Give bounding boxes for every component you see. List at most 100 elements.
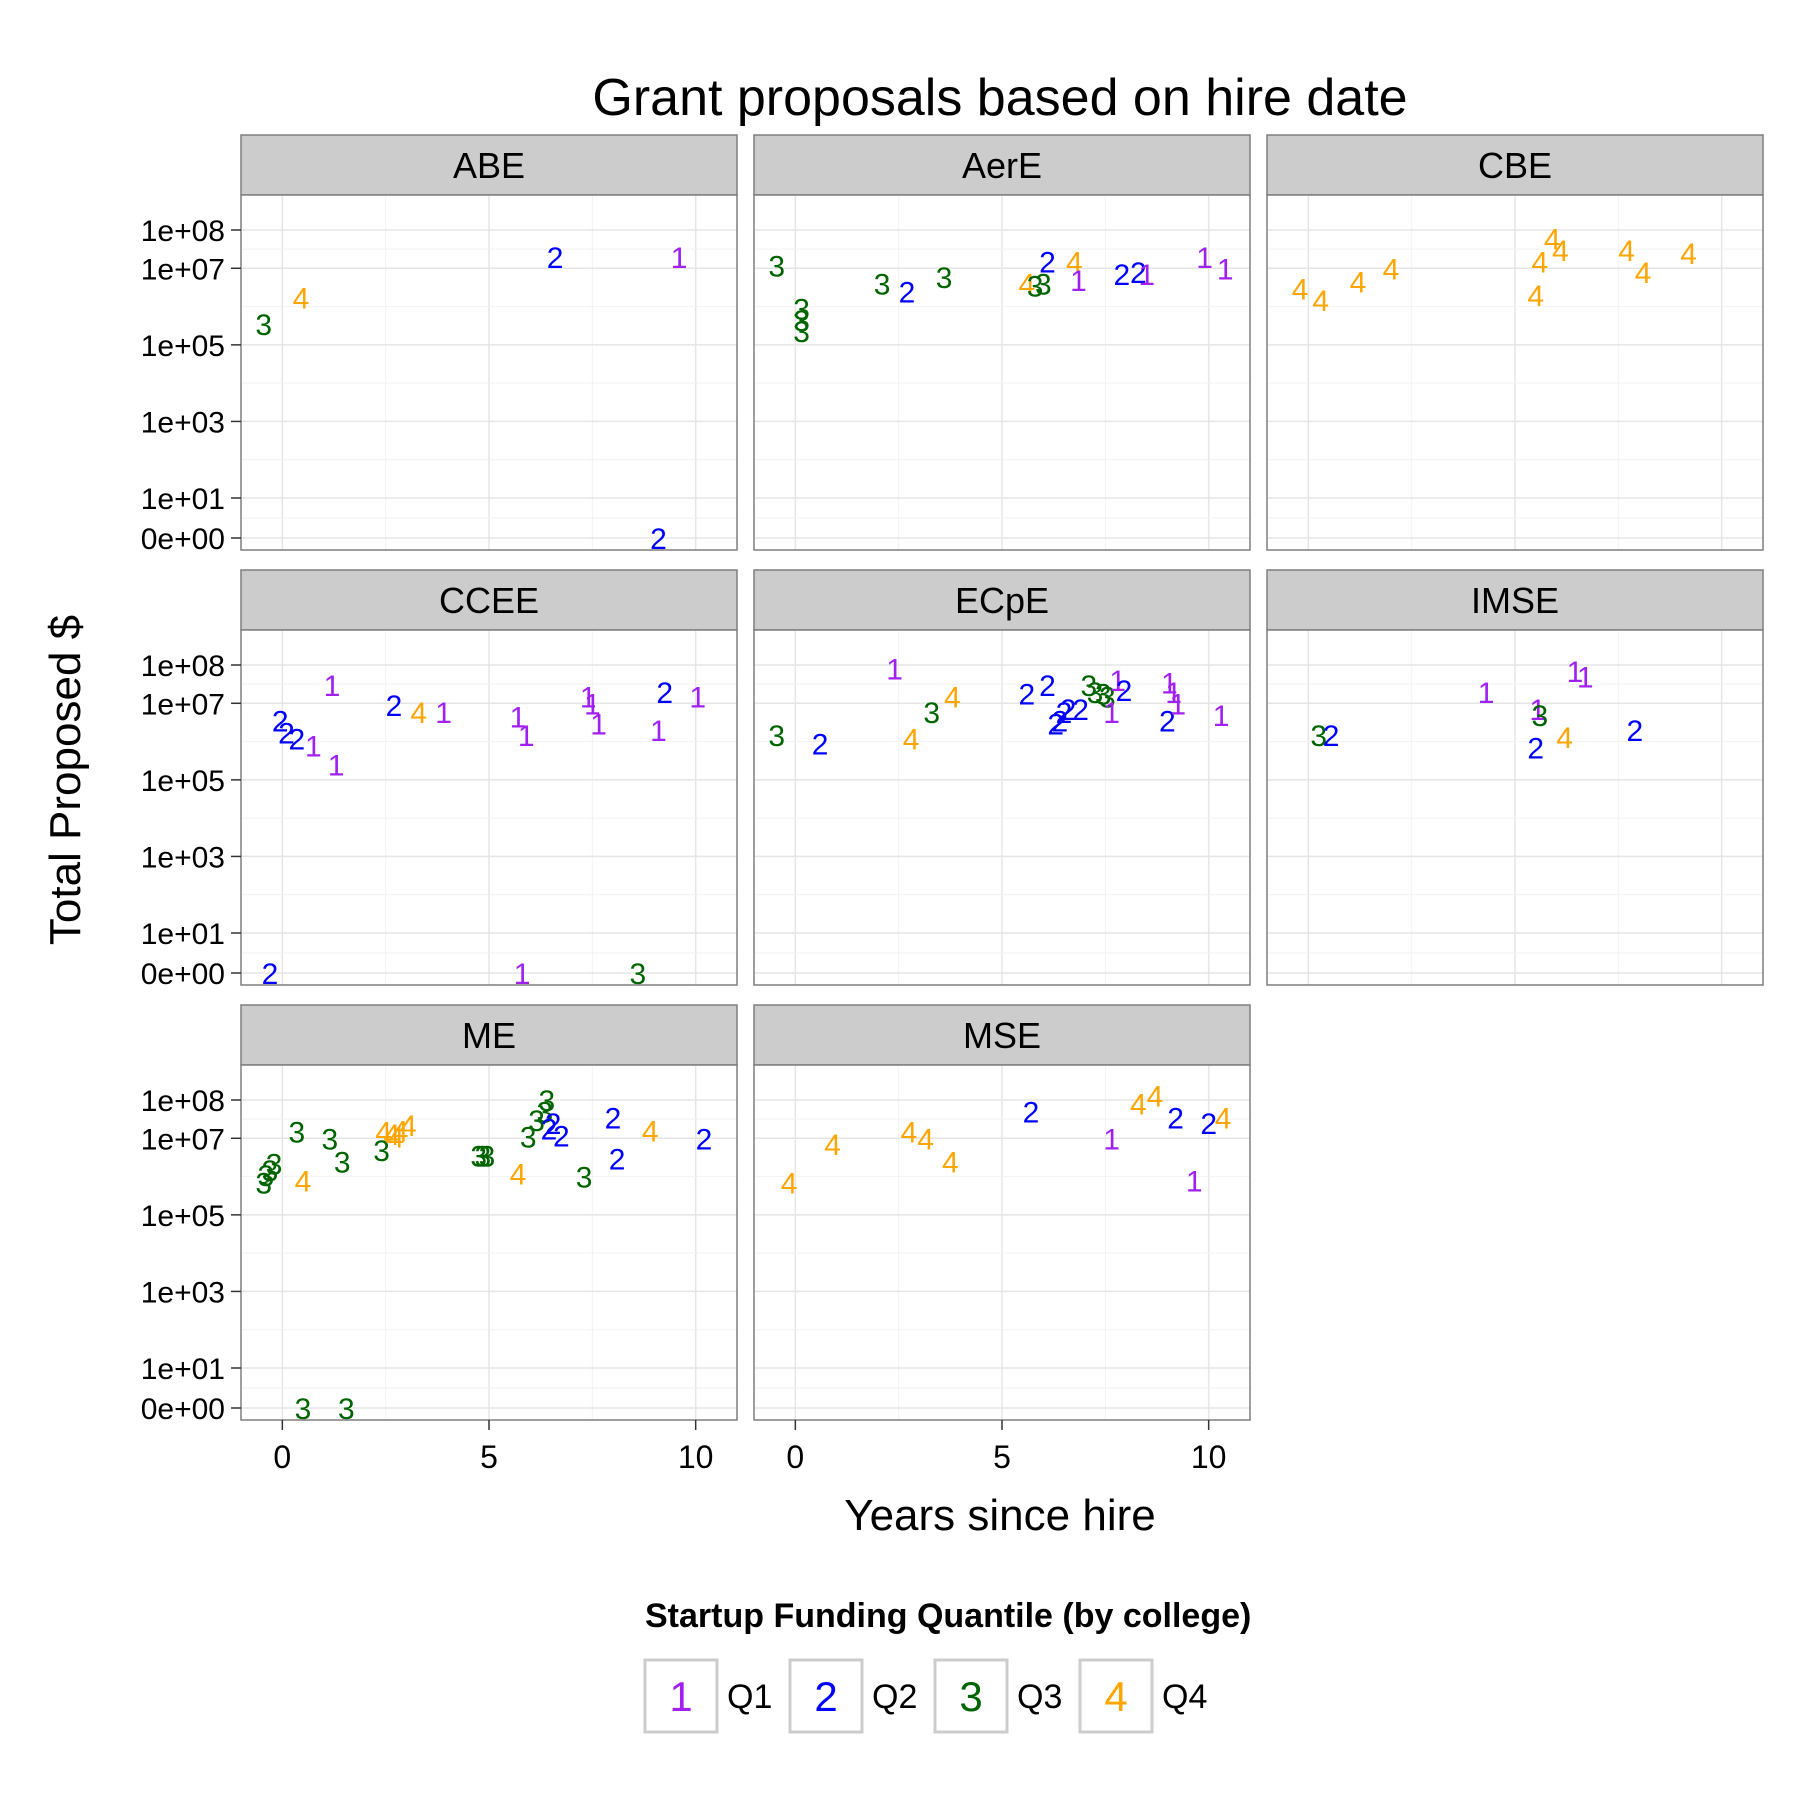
data-point-q4: 4 <box>388 1122 405 1155</box>
legend-key-glyph: 2 <box>814 1673 837 1720</box>
data-point-q3: 3 <box>1080 670 1097 703</box>
x-tick-label: 0 <box>786 1439 804 1475</box>
y-tick-label: 1e+01 <box>141 483 225 516</box>
legend-item-q2: 2 Q2 <box>788 1658 917 1734</box>
data-point-q1: 1 <box>689 682 706 715</box>
data-point-q2: 2 <box>812 728 829 761</box>
data-point-q2: 2 <box>541 1114 558 1147</box>
data-point-q4: 4 <box>400 1110 417 1143</box>
panel-border <box>240 194 738 551</box>
data-point-q4: 4 <box>1312 285 1329 318</box>
data-point-q4: 4 <box>1527 280 1544 313</box>
panel-abe: ABE 2 1 34 2 0e+00 1e+01 1e+03 1e+05 1e+07 1e+08 <box>141 134 738 556</box>
legend-key-box <box>643 1658 719 1734</box>
data-point-q3: 3 <box>255 1168 272 1201</box>
data-point-q3: 3 <box>874 269 891 302</box>
data-point-q3: 3 <box>1099 682 1116 715</box>
data-point-q4: 4 <box>1383 253 1400 286</box>
data-point-q4: 4 <box>1215 1102 1232 1135</box>
legend-items: 1 Q1 2 Q2 3 Q3 4 Q4 <box>643 1658 1207 1734</box>
chart-title: Grant proposals based on hire date <box>592 69 1407 127</box>
data-point-q2: 2 <box>288 724 305 757</box>
panel-border <box>240 629 738 986</box>
y-tick-label: 1e+03 <box>141 406 225 439</box>
data-point-q1: 1 <box>584 688 601 721</box>
data-points: 2 1 34 2 <box>255 242 687 556</box>
data-point-q3: 3 <box>1035 269 1052 302</box>
legend-item-q1: 1 Q1 <box>643 1658 772 1734</box>
legend-item-q4: 4 Q4 <box>1078 1658 1207 1734</box>
data-point-q2: 2 <box>1018 679 1035 712</box>
panel-strip-label: CBE <box>1478 145 1552 186</box>
data-point-q2: 2 <box>1039 670 1056 703</box>
data-point-q4: 4 <box>1018 269 1035 302</box>
data-point-q1: 1 <box>1217 253 1234 286</box>
data-point-q4: 4 <box>642 1115 659 1148</box>
data-point-q3: 3 <box>536 1097 553 1130</box>
data-point-q4: 4 <box>1147 1081 1164 1114</box>
legend-label: Q2 <box>872 1678 917 1716</box>
panel-strip <box>240 1004 738 1066</box>
gridlines <box>241 630 737 985</box>
data-point-q3: 3 <box>1310 720 1327 753</box>
data-point-q3: 3 <box>793 293 810 326</box>
data-point-q4: 4 <box>375 1117 392 1150</box>
x-tick-label: 5 <box>480 1439 498 1475</box>
panel-strip-label: ME <box>462 1015 516 1056</box>
data-point-q4: 4 <box>1556 722 1573 755</box>
y-tick-label: 1e+01 <box>141 1353 225 1386</box>
data-point-q1: 1 <box>1169 688 1186 721</box>
data-point-q3: 3 <box>373 1135 390 1168</box>
x-tick-label: 10 <box>1191 1439 1227 1475</box>
panel-border <box>753 194 1251 551</box>
legend-label: Q4 <box>1162 1678 1207 1716</box>
data-point-q4: 4 <box>1292 273 1309 306</box>
data-point-q1: 1 <box>435 697 452 730</box>
data-point-q3: 3 <box>793 316 810 349</box>
y-axis: 0e+00 1e+01 1e+03 1e+05 1e+07 1e+08 <box>141 650 241 991</box>
gridlines <box>754 195 1250 550</box>
data-point-q2: 2 <box>1159 706 1176 739</box>
data-point-q3: 3 <box>474 1141 491 1174</box>
data-point-q1: 1 <box>580 682 597 715</box>
data-point-q1: 1 <box>1186 1165 1203 1198</box>
data-point-q4: 4 <box>1130 1089 1147 1122</box>
panel-plot-area: 2 1 34 2 0e+00 1e+01 1e+03 1e+05 1e+07 1e+08 <box>141 194 738 556</box>
data-point-q1: 1 <box>1070 265 1087 298</box>
panel-strip-label: ABE <box>453 145 525 186</box>
x-tick-label: 10 <box>678 1439 714 1475</box>
data-point-q3: 3 <box>334 1146 351 1179</box>
legend-item-q3: 3 Q3 <box>933 1658 1062 1734</box>
data-point-q4: 4 <box>510 1159 527 1192</box>
y-axis: 0e+00 1e+01 1e+03 1e+05 1e+07 1e+08 <box>141 215 241 556</box>
gridlines <box>754 630 1250 985</box>
legend-label: Q1 <box>727 1678 772 1716</box>
panel-strip-label: ECpE <box>955 580 1049 621</box>
data-point-q4: 4 <box>944 682 961 715</box>
data-point-q2: 2 <box>1052 706 1069 739</box>
legend-key-glyph: 4 <box>1104 1673 1127 1720</box>
data-point-q2: 2 <box>1072 694 1089 727</box>
y-tick-label: 0e+00 <box>141 1393 225 1426</box>
data-point-q3: 3 <box>629 958 646 991</box>
data-point-q1: 1 <box>1165 677 1182 710</box>
legend-key-box <box>788 1658 864 1734</box>
data-point-q2: 2 <box>1627 715 1644 748</box>
y-tick-label: 0e+00 <box>141 523 225 556</box>
panel-strip-label: MSE <box>963 1015 1041 1056</box>
data-point-q4: 4 <box>295 1165 312 1198</box>
data-point-q1: 1 <box>886 654 903 687</box>
panel-border <box>1266 194 1764 551</box>
